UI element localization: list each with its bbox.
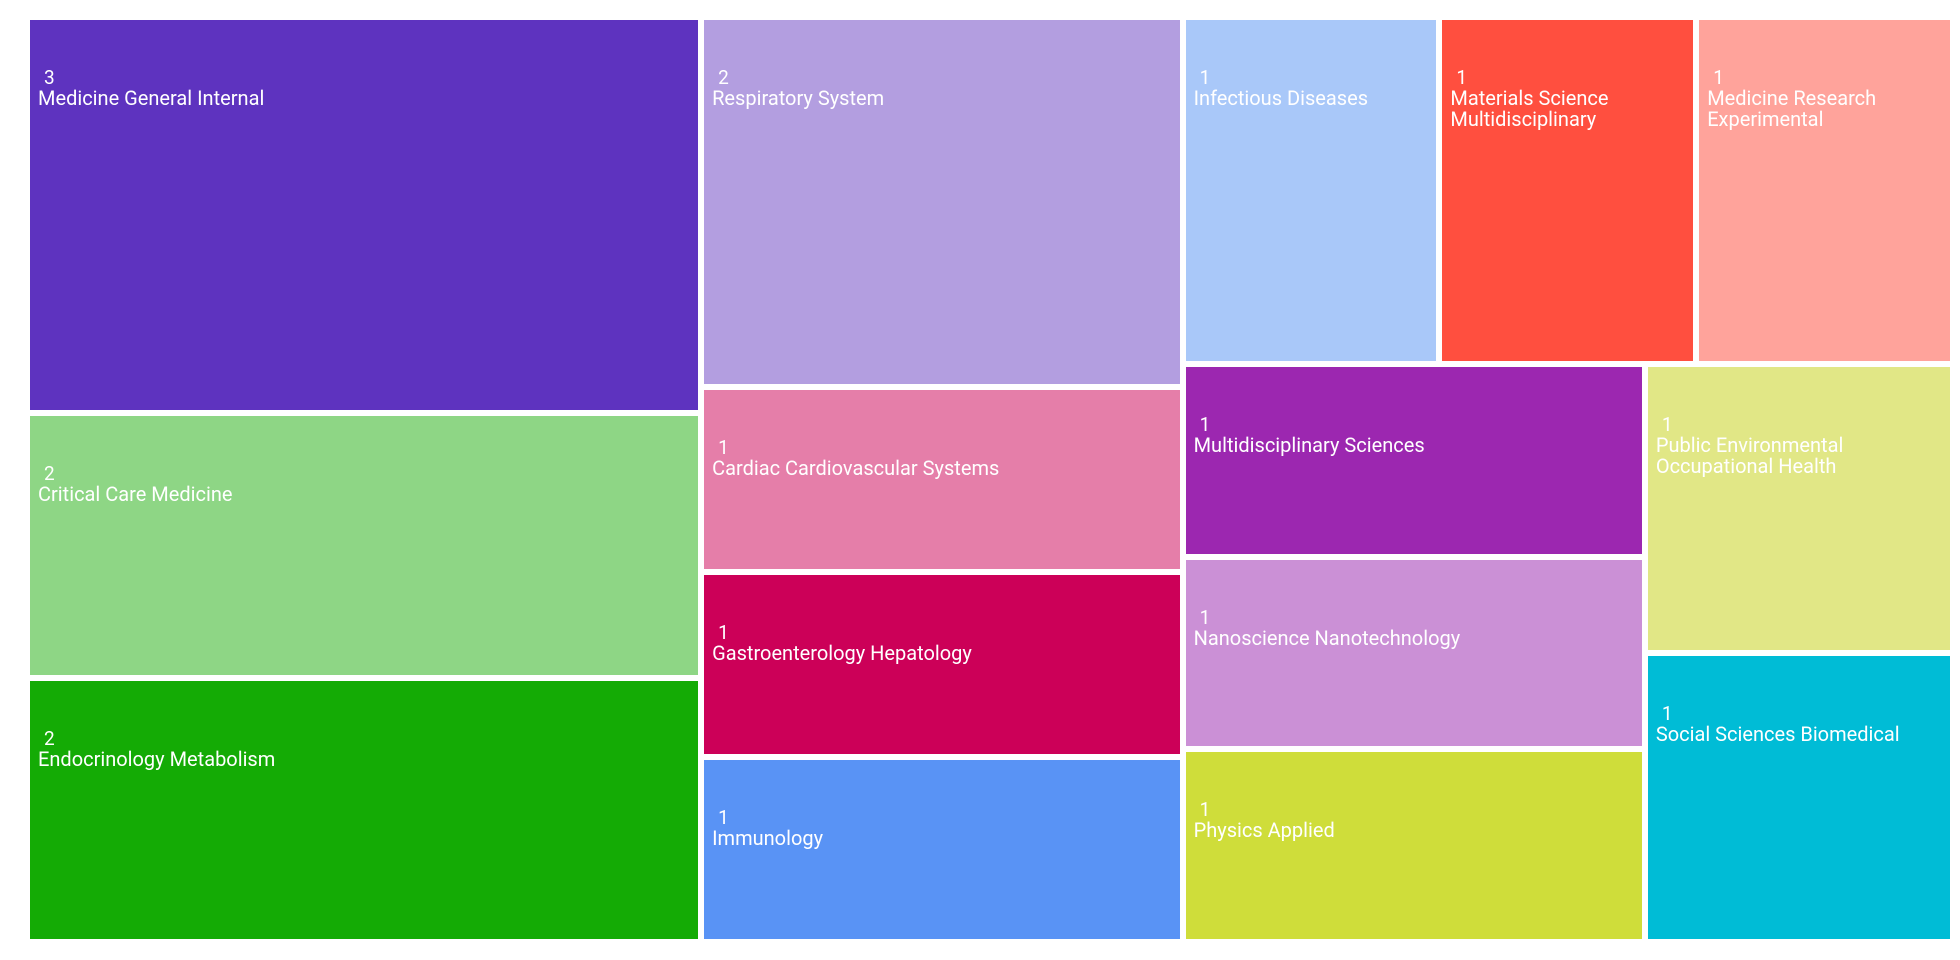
treemap-cell: 1 Physics Applied	[1185, 752, 1642, 939]
cell-label: Materials Science Multidisciplinary	[1450, 86, 1609, 131]
treemap-cell: 2 Endocrinology Metabolism	[30, 680, 699, 939]
cell-value: 2	[44, 726, 55, 750]
cell-value: 1	[1661, 412, 1673, 436]
cell-value: 1	[718, 436, 729, 459]
treemap-cell: 2 Respiratory System	[704, 20, 1180, 384]
cell-label: Immunology	[712, 826, 824, 850]
cell-value: 1	[1661, 701, 1673, 725]
cell-value: 1	[1199, 605, 1211, 629]
cell-label: Endocrinology Metabolism	[38, 746, 276, 771]
cell-value: 1	[1713, 66, 1724, 89]
cell-value: 1	[1199, 66, 1211, 89]
treemap-cell: 2 Critical Care Medicine	[30, 416, 699, 675]
treemap-cell: 1 Social Sciences Biomedical	[1647, 655, 1950, 939]
cell-label: Public Environmental Occupational Health	[1655, 432, 1844, 478]
cell-value: 2	[718, 66, 729, 89]
cell-label: Medicine Research Experimental	[1707, 86, 1877, 131]
cell-value: 1	[1456, 66, 1468, 89]
treemap-cell: 1 Infectious Diseases	[1185, 20, 1437, 361]
treemap-cell: 1 Cardiac Cardiovascular Systems	[704, 390, 1180, 569]
cell-label: Multidisciplinary Sciences	[1193, 432, 1425, 457]
cell-label: Cardiac Cardiovascular Systems	[712, 456, 1000, 480]
cell-value: 3	[44, 66, 55, 89]
treemap-cell: 1 Immunology	[704, 760, 1180, 939]
cell-value: 2	[44, 462, 55, 486]
treemap-cell: 1 Nanoscience Nanotechnology	[1185, 559, 1642, 747]
cell-label: Physics Applied	[1193, 818, 1335, 843]
cell-label: Infectious Diseases	[1193, 86, 1369, 110]
treemap-cell: 3 Medicine General Internal	[30, 20, 699, 411]
cell-label: Gastroenterology Hepatology	[712, 641, 972, 665]
treemap-cell: 1 Medicine Research Experimental	[1699, 20, 1950, 361]
cell-label: Nanoscience Nanotechnology	[1193, 625, 1461, 650]
treemap-cell: 1 Materials Science Multidisciplinary	[1442, 20, 1694, 361]
cell-label: Medicine General Internal	[38, 86, 265, 110]
treemap-cell: 1 Public Environmental Occupational Healt…	[1647, 366, 1950, 650]
cell-value: 1	[718, 806, 729, 829]
treemap-cell: 1 Multidisciplinary Sciences	[1185, 366, 1642, 554]
cell-value: 1	[1199, 412, 1211, 436]
cell-label: Social Sciences Biomedical	[1655, 721, 1900, 746]
cell-value: 1	[718, 621, 729, 644]
cell-value: 1	[1199, 798, 1211, 822]
treemap-cell: 1 Gastroenterology Hepatology	[704, 575, 1180, 754]
cell-label: Respiratory System	[712, 86, 885, 110]
cell-label: Critical Care Medicine	[38, 482, 233, 507]
